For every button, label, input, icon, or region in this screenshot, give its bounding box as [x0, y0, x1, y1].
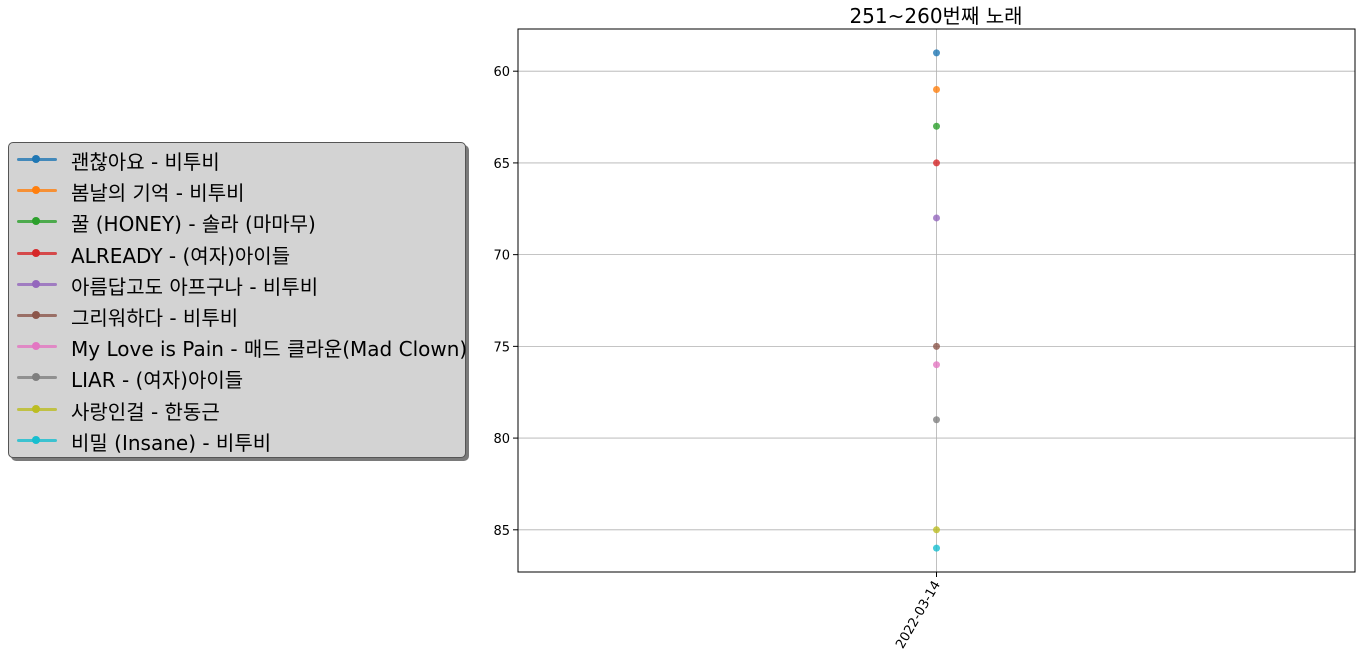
data-point [933, 122, 940, 130]
legend-dot-marker [32, 435, 40, 444]
legend-label: 괜찮아요 - 비투비 [71, 150, 220, 174]
y-tick-label: 75 [493, 340, 510, 355]
legend-dot-marker [32, 186, 40, 195]
legend-item: 괜찮아요 - 비투비 [9, 144, 465, 175]
legend-dot-marker [32, 311, 40, 319]
data-point [933, 214, 940, 222]
legend-item: 아름답고도 아프구나 - 비투비 [9, 269, 465, 300]
legend-dot-marker [32, 279, 40, 288]
grid-lines [518, 29, 1355, 572]
chart-title: 251~260번째 노래 [849, 4, 1022, 28]
legend-label: ALREADY - (여자)아이들 [71, 243, 291, 268]
legend-item: 비밀 (Insane) - 비투비 [9, 425, 465, 456]
legend-item: 사랑인걸 - 한동근 [9, 394, 465, 425]
y-tick-label: 80 [493, 432, 510, 447]
legend-label: 사랑인걸 - 한동근 [71, 399, 220, 424]
y-axis: 60 65 70 75 80 85 [493, 65, 518, 539]
legend-label: LIAR - (여자)아이들 [71, 368, 244, 393]
data-point [933, 49, 940, 57]
legend-item: ALREADY - (여자)아이들 [9, 238, 465, 269]
legend-item: 봄날의 기억 - 비투비 [9, 175, 465, 206]
legend-label: 봄날의 기억 - 비투비 [71, 181, 245, 206]
data-point [933, 526, 940, 534]
legend-item: 꿀 (HONEY) - 솔라 (마마무) [9, 206, 465, 237]
data-point [933, 544, 940, 552]
data-point [933, 159, 940, 167]
legend-dot-marker [32, 342, 40, 351]
legend-label: 꿀 (HONEY) - 솔라 (마마무) [71, 212, 316, 237]
data-point [933, 86, 940, 94]
legend-label: 비밀 (Insane) - 비투비 [71, 430, 272, 455]
legend-item: LIAR - (여자)아이들 [9, 362, 465, 393]
legend-dot-marker [32, 155, 40, 163]
legend-dot-marker [32, 404, 40, 413]
legend-dot-marker [32, 373, 40, 382]
legend-label: My Love is Pain - 매드 클라운(Mad Clown) [71, 337, 468, 362]
data-points [933, 49, 940, 552]
data-point [933, 361, 940, 369]
legend-item: 그리워하다 - 비투비 [9, 300, 465, 331]
legend-dot-marker [32, 248, 40, 257]
legend-label: 그리워하다 - 비투비 [71, 306, 239, 330]
y-tick-label: 85 [493, 524, 510, 539]
legend-label: 아름답고도 아프구나 - 비투비 [71, 274, 319, 299]
x-tick-label: 2022-03-14 [893, 579, 944, 652]
y-tick-label: 65 [493, 157, 510, 172]
y-tick-label: 70 [493, 249, 510, 264]
y-tick-label: 60 [493, 65, 510, 80]
x-axis: 2022-03-14 [893, 572, 944, 651]
legend-dot-marker [32, 217, 40, 226]
data-point [933, 416, 940, 424]
data-point [933, 342, 940, 350]
legend-item: My Love is Pain - 매드 클라운(Mad Clown) [9, 331, 468, 362]
